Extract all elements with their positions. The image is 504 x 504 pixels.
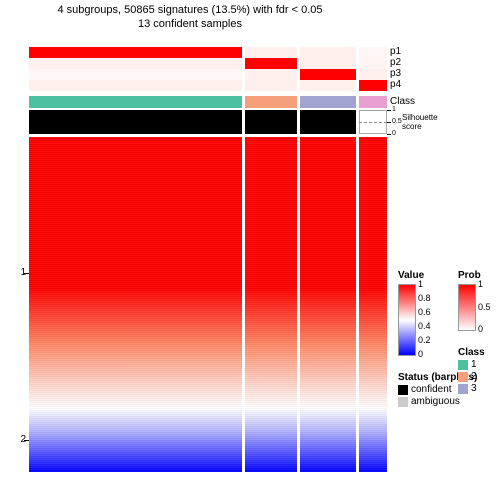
y-label-2: 2: [14, 434, 26, 446]
legend-value-tick: 0.8: [418, 293, 448, 303]
p-cell: [245, 47, 297, 58]
legend-value-tick: 0: [418, 349, 448, 359]
silhouette-label: Silhouette score: [402, 113, 462, 137]
legend-class-swatch: [458, 360, 468, 370]
class-cell: [300, 96, 356, 108]
legend-value-gradient: [398, 284, 416, 356]
p-cell: [300, 69, 356, 80]
legend-class-label: 3: [471, 383, 501, 395]
silhouette-bar: [300, 110, 356, 134]
silhouette-bar: [245, 110, 297, 134]
p-cell: [245, 80, 297, 91]
legend-value-tick: 0.4: [418, 321, 448, 331]
p-cell: [359, 58, 387, 69]
p-cell: [29, 80, 242, 91]
class-cell: [29, 96, 242, 108]
legend-status-swatch: [398, 385, 408, 395]
p-cell: [245, 58, 297, 69]
legend-status-label: ambiguous: [411, 396, 491, 408]
class-cell: [245, 96, 297, 108]
legend-status-swatch: [398, 397, 408, 407]
legend-value-tick: 1: [418, 279, 448, 289]
legend-value-tick: 0.2: [418, 335, 448, 345]
title-line-1: 4 subgroups, 50865 signatures (13.5%) wi…: [0, 4, 380, 16]
legend-class-title: Class: [458, 347, 498, 359]
p-cell: [29, 58, 242, 69]
p-cell: [300, 58, 356, 69]
p-cell: [359, 80, 387, 91]
legend-class-label: 1: [471, 359, 501, 371]
legend-class-swatch: [458, 372, 468, 382]
p-cell: [300, 47, 356, 58]
legend-prob-tick: 1: [478, 279, 503, 289]
legend-prob-gradient: [458, 284, 476, 331]
p-cell: [300, 80, 356, 91]
legend-class-swatch: [458, 384, 468, 394]
p-cell: [359, 69, 387, 80]
class-cell: [359, 96, 387, 108]
y-label-1: 1: [14, 267, 26, 279]
legend-prob-tick: 0.5: [478, 302, 503, 312]
p-cell: [359, 47, 387, 58]
legend-prob-tick: 0: [478, 324, 503, 334]
silhouette-bar: [29, 110, 242, 134]
legend-value-tick: 0.6: [418, 307, 448, 317]
legend-class-label: 2: [471, 371, 501, 383]
p-cell: [29, 47, 242, 58]
p-cell: [245, 69, 297, 80]
p-cell: [29, 69, 242, 80]
p-label: p4: [390, 79, 430, 91]
title-line-2: 13 confident samples: [0, 18, 380, 30]
